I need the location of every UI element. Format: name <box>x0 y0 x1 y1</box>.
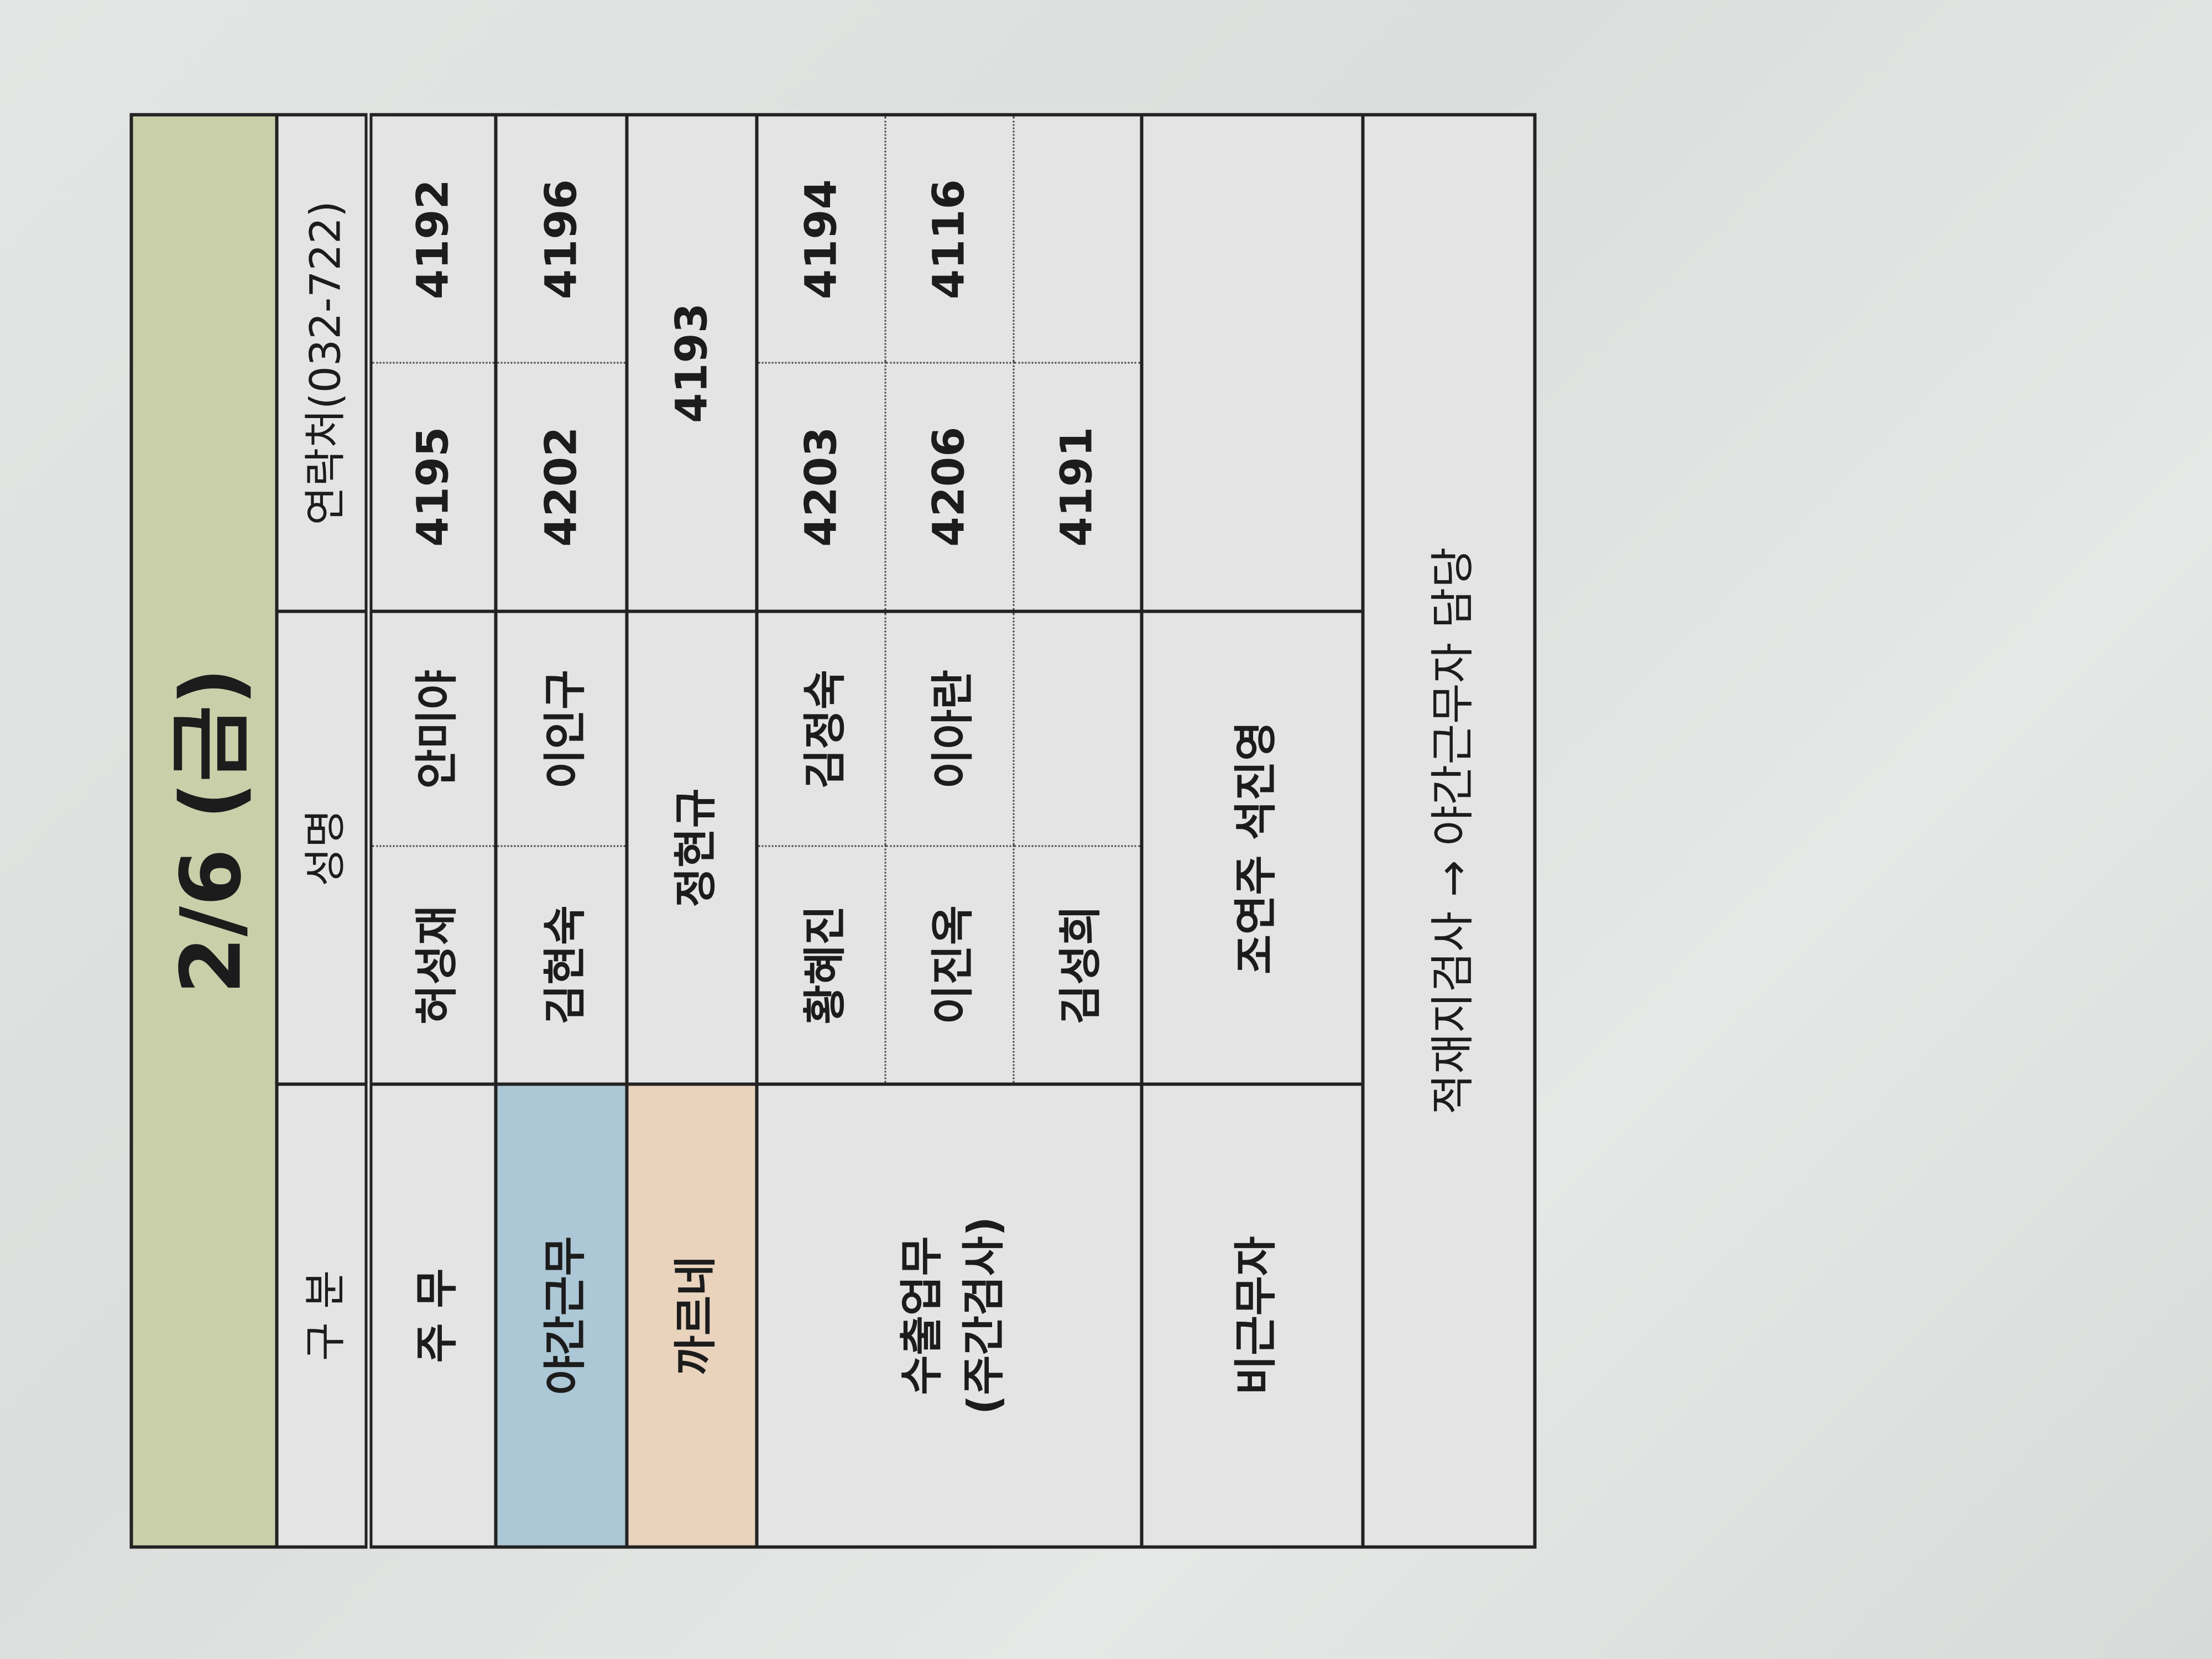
export-sublabel: (주간검사) <box>959 1216 1009 1415</box>
name-cell: 김정숙 <box>757 611 885 847</box>
footer-note: 적재지검사 → 야간근무자 담당 <box>1363 114 1535 1547</box>
name-cell: 황혜진 <box>757 846 885 1084</box>
duty-roster-sheet: 2/6 (금) 구 분 성명 연락처(032-722) 주 무 허성재 안미야 … <box>129 113 1537 1549</box>
phone-cell: 4116 <box>885 114 1014 363</box>
phone-cell: 4191 <box>1013 363 1142 612</box>
phone-cell: 4196 <box>495 114 627 363</box>
roster-date-title: 2/6 (금) <box>131 114 277 1547</box>
name-cell: 조연주 석진영 <box>1141 611 1363 1084</box>
name-cell: 정현규 <box>627 611 757 1084</box>
row-label-export: 수출업무 (주간검사) <box>757 1084 1142 1547</box>
name-cell: 김성희 <box>1013 846 1142 1084</box>
name-cell: 이아란 <box>885 611 1014 847</box>
phone-cell: 4202 <box>495 363 627 612</box>
export-label: 수출업무 <box>897 1236 947 1395</box>
header-category: 구 분 <box>276 1084 369 1547</box>
row-label-night: 야간근무 <box>495 1084 627 1547</box>
name-cell: 이인구 <box>495 611 627 847</box>
table-row: 주 무 허성재 안미야 4195 4192 <box>368 114 496 1547</box>
name-cell: 안미야 <box>368 611 496 847</box>
name-cell <box>1013 611 1142 847</box>
name-cell: 김현숙 <box>495 846 627 1084</box>
duty-roster-table: 2/6 (금) 구 분 성명 연락처(032-722) 주 무 허성재 안미야 … <box>129 113 1537 1549</box>
phone-cell: 4194 <box>757 114 885 363</box>
phone-cell: 4192 <box>368 114 496 363</box>
phone-cell: 4203 <box>757 363 885 612</box>
row-label-off: 비근무자 <box>1141 1084 1363 1547</box>
header-name: 성명 <box>276 611 369 1084</box>
row-label-jumu: 주 무 <box>368 1084 496 1547</box>
name-cell: 이진옥 <box>885 846 1014 1084</box>
phone-cell: 4206 <box>885 363 1014 612</box>
phone-cell: 4193 <box>627 114 757 612</box>
header-contact: 연락처(032-722) <box>276 114 369 612</box>
table-row: 수출업무 (주간검사) 황혜진 김정숙 4203 4194 <box>757 114 1142 1547</box>
phone-cell: 4195 <box>368 363 496 612</box>
phone-cell-empty <box>1141 114 1363 612</box>
table-row: 비근무자 조연주 석진영 <box>1141 114 1363 1547</box>
table-row: 야간근무 김현숙 이인구 4202 4196 <box>495 114 627 1547</box>
phone-cell <box>1013 114 1142 363</box>
name-cell: 허성재 <box>368 846 496 1084</box>
table-row: 까르네 정현규 4193 <box>627 114 757 1547</box>
row-label-carnet: 까르네 <box>627 1084 757 1547</box>
